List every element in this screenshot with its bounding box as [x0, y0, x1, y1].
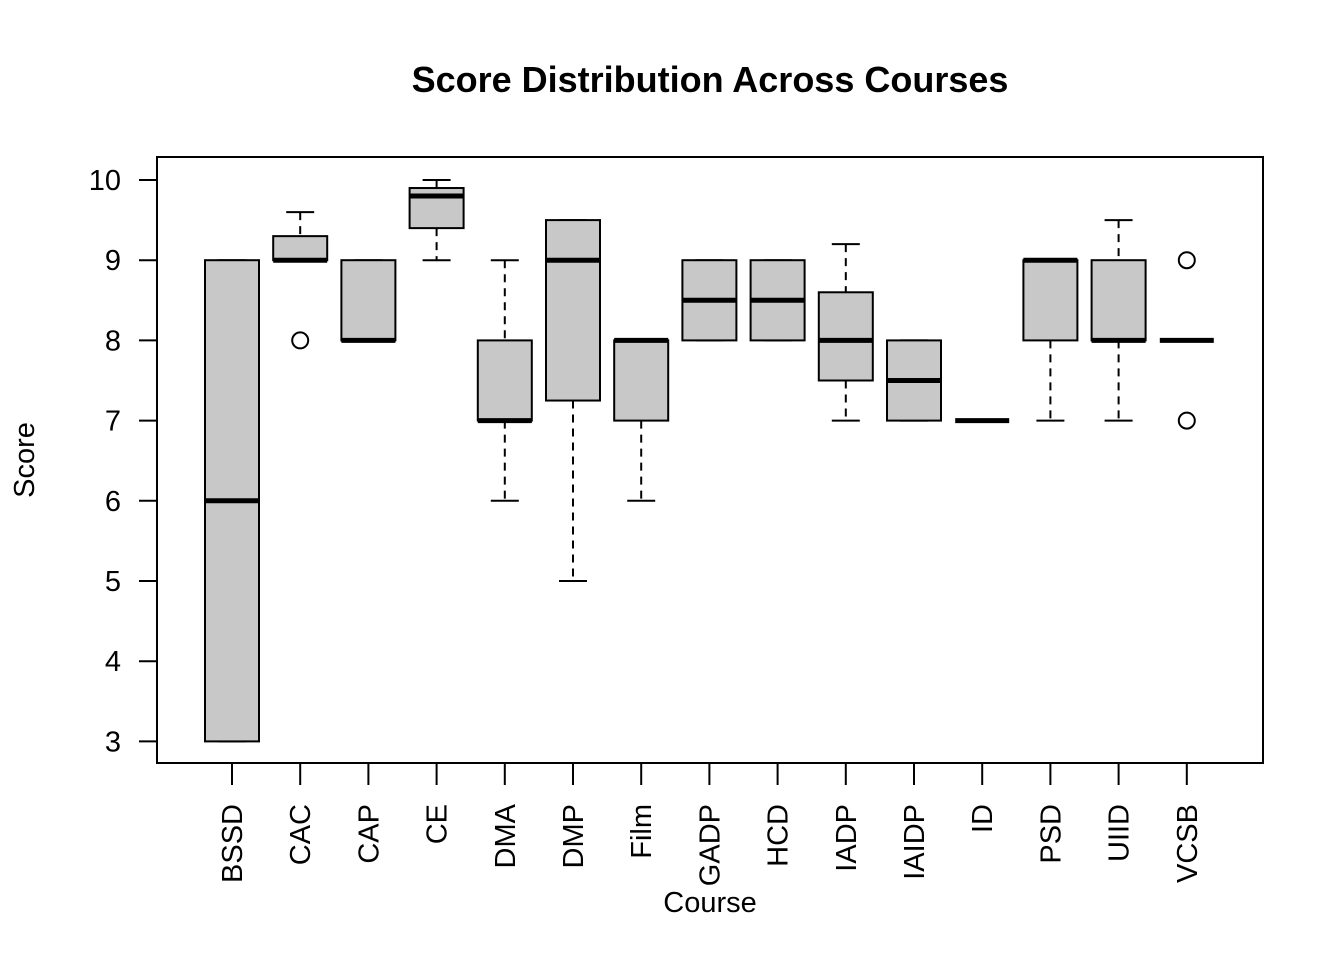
iqr-box	[613, 339, 670, 422]
box-bssd	[204, 259, 260, 743]
x-tick-label: DMA	[490, 803, 522, 868]
x-tick-label: ID	[967, 804, 999, 833]
box-vcsb	[1159, 251, 1214, 430]
y-tick-label: 3	[105, 726, 121, 758]
iqr-box	[340, 259, 397, 342]
x-axis-label: Course	[663, 887, 757, 919]
x-tick-label: IADP	[831, 804, 863, 872]
box-gadp	[681, 259, 738, 342]
x-axis: BSSD CAC CAP CE DMA DMP Film GADP HCD IADP IAIDP ID…	[217, 762, 1204, 886]
y-axis-label: Score	[9, 422, 41, 498]
x-tick-label: PSD	[1035, 804, 1067, 864]
x-tick-label: HCD	[763, 804, 795, 867]
box-cap	[340, 259, 397, 343]
outlier-point	[1177, 411, 1196, 430]
chart-title: Score Distribution Across Courses	[412, 59, 1009, 100]
iqr-box	[272, 235, 329, 262]
x-tick-label: CE	[422, 804, 454, 844]
y-tick-label: 6	[105, 486, 121, 518]
iqr-box	[1022, 259, 1079, 342]
box-cac	[272, 211, 329, 350]
box-hcd	[749, 259, 806, 342]
x-tick-label: CAC	[285, 804, 317, 865]
outlier-point	[1177, 251, 1196, 270]
box-dma	[476, 259, 533, 502]
x-tick-label: Film	[626, 804, 658, 859]
x-tick-label: UIID	[1104, 804, 1136, 862]
iqr-box	[1090, 259, 1147, 342]
x-tick-label: CAP	[353, 804, 385, 864]
x-tick-label: BSSD	[217, 804, 249, 883]
y-axis: 3 4 5 6 7 8 9 10	[89, 165, 158, 758]
y-tick-label: 5	[105, 566, 121, 598]
box-iaidp	[886, 339, 942, 422]
y-tick-label: 10	[89, 165, 121, 197]
x-tick-label: VCSB	[1172, 804, 1204, 883]
boxes-layer	[204, 179, 1214, 743]
iqr-box	[817, 291, 874, 382]
y-tick-label: 9	[105, 245, 121, 277]
y-tick-label: 8	[105, 325, 121, 357]
box-film	[613, 337, 670, 502]
box-psd	[1022, 257, 1079, 422]
iqr-box	[476, 339, 533, 422]
box-dmp	[545, 219, 601, 582]
x-tick-label: DMP	[558, 804, 590, 868]
y-tick-label: 7	[105, 406, 121, 438]
box-uiid	[1090, 219, 1147, 422]
y-tick-label: 4	[105, 646, 121, 678]
outlier-point	[291, 331, 310, 350]
iqr-box	[545, 219, 601, 402]
box-ce	[408, 179, 465, 262]
x-tick-label: GADP	[694, 804, 726, 886]
box-iadp	[817, 243, 874, 422]
x-tick-label: IAIDP	[899, 804, 931, 880]
